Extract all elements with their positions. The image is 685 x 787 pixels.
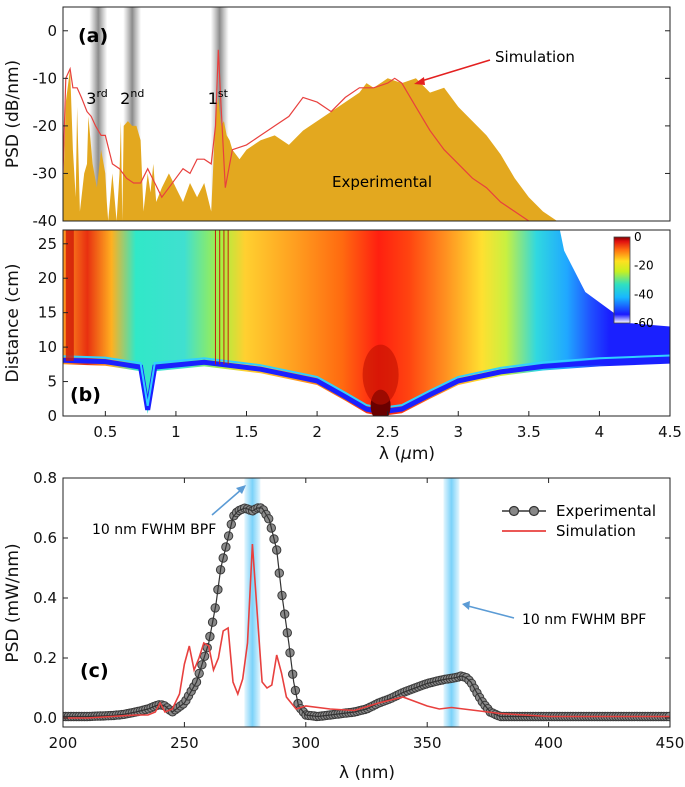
simulation-arrow — [417, 59, 491, 83]
panel-c-frame — [62, 477, 671, 728]
x-tick-label: 0.5 — [93, 423, 117, 441]
panel-c-y-ticks: 0.0 0.2 0.4 0.6 0.8 — [33, 469, 670, 727]
panel-a: 0 -10 -20 -30 -40 (a) 3rd 2nd 1st Simulation E… — [3, 6, 671, 230]
colorbar-ticks: 0 -20 -40 -60 — [634, 230, 654, 330]
panel-b: 0 5 10 15 20 25 0.5 1 1.5 2 2.5 3 3.5 4 4.5 0 -20 -40 -6… — [3, 229, 682, 464]
left-edge-strip — [65, 230, 74, 361]
panel-c-y-label: PSD (mW/nm) — [3, 543, 23, 662]
panel-a-label: (a) — [78, 25, 108, 47]
legend: Experimental Simulation — [502, 502, 656, 540]
bpf-band — [443, 478, 460, 727]
bpf-annotation-left: 10 nm FWHM BPF — [92, 522, 216, 538]
y-tick-label: -10 — [33, 69, 58, 87]
x-tick-label: 2 — [312, 423, 322, 441]
y-tick-label: 0.8 — [33, 469, 57, 487]
order-label: 2nd — [120, 87, 144, 108]
panel-b-y-ticks: 0 5 10 15 20 25 — [38, 235, 68, 425]
y-tick-label: -20 — [33, 117, 58, 135]
panel-c-x-label: λ (nm) — [339, 763, 395, 783]
colorbar — [613, 236, 631, 324]
simulation-line — [63, 543, 670, 719]
panel-c-label: (c) — [80, 660, 109, 682]
y-tick-label: 0.0 — [33, 709, 57, 727]
simulation-line — [63, 49, 530, 221]
bpf-bands — [244, 478, 460, 727]
y-tick-label: 25 — [38, 235, 57, 253]
colorbar-tick-label: -60 — [634, 316, 654, 330]
x-tick-label: 250 — [170, 734, 199, 752]
experimental-area — [63, 68, 560, 221]
order-label: 1st — [208, 87, 229, 108]
y-tick-label: -30 — [33, 164, 58, 182]
legend-simulation-label: Simulation — [556, 522, 636, 540]
bpf-annotation-right: 10 nm FWHM BPF — [522, 612, 646, 628]
legend-experimental-marker — [508, 505, 520, 517]
bpf-band — [244, 478, 261, 727]
y-tick-label: 15 — [38, 304, 57, 322]
y-tick-label: 0.6 — [33, 529, 57, 547]
panel-a-frame — [62, 6, 671, 222]
y-tick-label: 5 — [47, 373, 57, 391]
x-tick-label: 3.5 — [517, 423, 541, 441]
experimental-line — [63, 507, 670, 718]
x-tick-label: 4 — [595, 423, 605, 441]
colorbar-tick-label: 0 — [634, 230, 642, 244]
harmonic-filter-bands — [89, 7, 229, 221]
panel-c-x-ticks: 200 250 300 350 400 450 — [49, 478, 685, 752]
bpf-arrow-left-head — [236, 485, 246, 494]
panel-b-y-label: Distance (cm) — [3, 264, 23, 383]
pump-halo — [362, 344, 399, 405]
y-tick-label: 0 — [47, 407, 57, 425]
panel-a-y-label: PSD (dB/nm) — [3, 60, 23, 168]
x-tick-label: 350 — [413, 734, 442, 752]
x-tick-label: 4.5 — [658, 423, 682, 441]
heatmap-features — [63, 230, 670, 416]
simulation-annotation: Simulation — [495, 48, 575, 66]
y-tick-label: 0 — [47, 22, 57, 40]
y-tick-label: 20 — [38, 269, 57, 287]
experimental-annotation: Experimental — [332, 173, 432, 191]
x-tick-label: 450 — [656, 734, 685, 752]
panel-b-frame — [62, 229, 671, 417]
y-tick-label: 10 — [38, 338, 57, 356]
order-label: 3rd — [86, 87, 108, 108]
x-tick-label: 400 — [534, 734, 563, 752]
bpf-arrow-right — [467, 605, 515, 619]
heatmap-white-region — [63, 230, 670, 416]
panel-b-label: (b) — [70, 384, 101, 406]
y-tick-label: 0.2 — [33, 649, 57, 667]
x-tick-label: 1 — [171, 423, 181, 441]
x-tick-label: 200 — [49, 734, 78, 752]
colorbar-tick-label: -20 — [634, 259, 654, 273]
bpf-arrow-right-head — [462, 601, 470, 610]
x-tick-label: 3 — [453, 423, 463, 441]
panel-c: 0.0 0.2 0.4 0.6 0.8 200 250 300 350 400 450 10 nm… — [3, 469, 684, 783]
simulation-arrow-head — [414, 77, 425, 85]
bpf-arrow-left — [211, 488, 243, 516]
panel-b-x-ticks: 0.5 1 1.5 2 2.5 3 3.5 4 4.5 — [93, 411, 682, 441]
x-tick-label: 2.5 — [376, 423, 400, 441]
heatmap-front-glow — [63, 354, 670, 409]
y-tick-label: 0.4 — [33, 589, 57, 607]
legend-experimental-label: Experimental — [556, 502, 656, 520]
legend-experimental-marker — [528, 505, 540, 517]
panel-b-x-label: λ (μm) — [379, 444, 435, 464]
panel-a-y-ticks: 0 -10 -20 -30 -40 — [33, 22, 670, 230]
y-tick-label: -40 — [33, 212, 58, 230]
order-labels: 3rd 2nd 1st — [86, 87, 228, 108]
x-tick-label: 1.5 — [235, 423, 259, 441]
colorbar-tick-label: -40 — [634, 287, 654, 301]
x-tick-label: 300 — [291, 734, 320, 752]
